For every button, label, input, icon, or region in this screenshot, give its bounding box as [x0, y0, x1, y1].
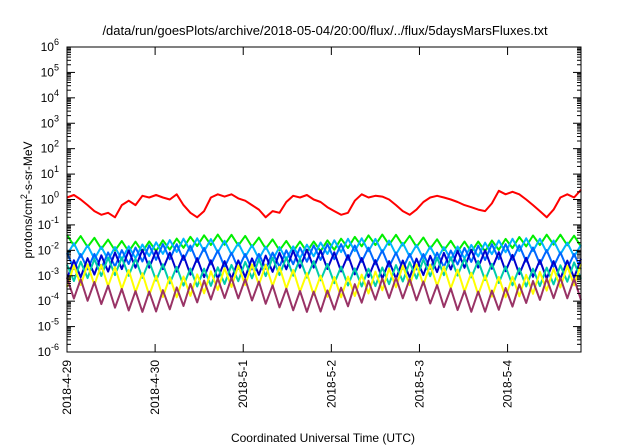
- y-tick-label: 101: [41, 164, 59, 181]
- y-tick-label: 10-3: [38, 266, 59, 283]
- y-tick-label: 10-4: [38, 291, 59, 308]
- x-axis-label: Coordinated Universal Time (UTC): [231, 431, 415, 445]
- y-tick-label: 10-1: [38, 215, 59, 232]
- x-tick-label: 2018-5-1: [236, 360, 250, 408]
- x-tick-label: 2018-5-4: [501, 360, 515, 408]
- flux-series-7: [66, 263, 582, 299]
- y-axis-label-sup: 2: [19, 194, 29, 199]
- flux-series-6: [66, 256, 582, 288]
- flux-series-4: [66, 243, 582, 271]
- plot-frame: [66, 46, 582, 353]
- flux-series-3: [66, 237, 582, 261]
- x-tick-label: 2018-5-3: [412, 360, 426, 408]
- y-axis-label: protons/cm2-s-sr-MeV: [19, 141, 35, 258]
- y-tick-label: 100: [41, 190, 59, 207]
- y-tick-label: 10-5: [38, 317, 59, 334]
- y-axis-label-pre: protons/cm: [21, 199, 35, 258]
- flux-series-8: [66, 276, 582, 313]
- y-tick-label: 103: [41, 113, 59, 130]
- y-tick-label: 104: [41, 88, 59, 105]
- flux-series-1: [66, 189, 582, 219]
- x-tick-label: 2018-5-2: [324, 360, 338, 408]
- y-tick-label: 106: [41, 37, 59, 54]
- y-tick-label: 102: [41, 139, 59, 156]
- svg-text:protons/cm2-s-sr-MeV: protons/cm2-s-sr-MeV: [19, 141, 35, 258]
- y-tick-label: 10-6: [38, 342, 59, 359]
- y-axis-label-post: -s-sr-MeV: [21, 141, 35, 194]
- x-tick-label: 2018-4-29: [60, 360, 74, 415]
- series-layer: [66, 189, 582, 313]
- ticks-layer: 10-6 10-5 10-4 10-3 10-2 10-1 100 101 102 103 104 1…: [38, 37, 581, 415]
- y-tick-label: 105: [41, 62, 59, 79]
- y-tick-label: 10-2: [38, 240, 59, 257]
- chart-title: /data/run/goesPlots/archive/2018-05-04/2…: [102, 23, 548, 38]
- x-tick-label: 2018-4-30: [148, 360, 162, 415]
- flux-series-5: [66, 248, 582, 280]
